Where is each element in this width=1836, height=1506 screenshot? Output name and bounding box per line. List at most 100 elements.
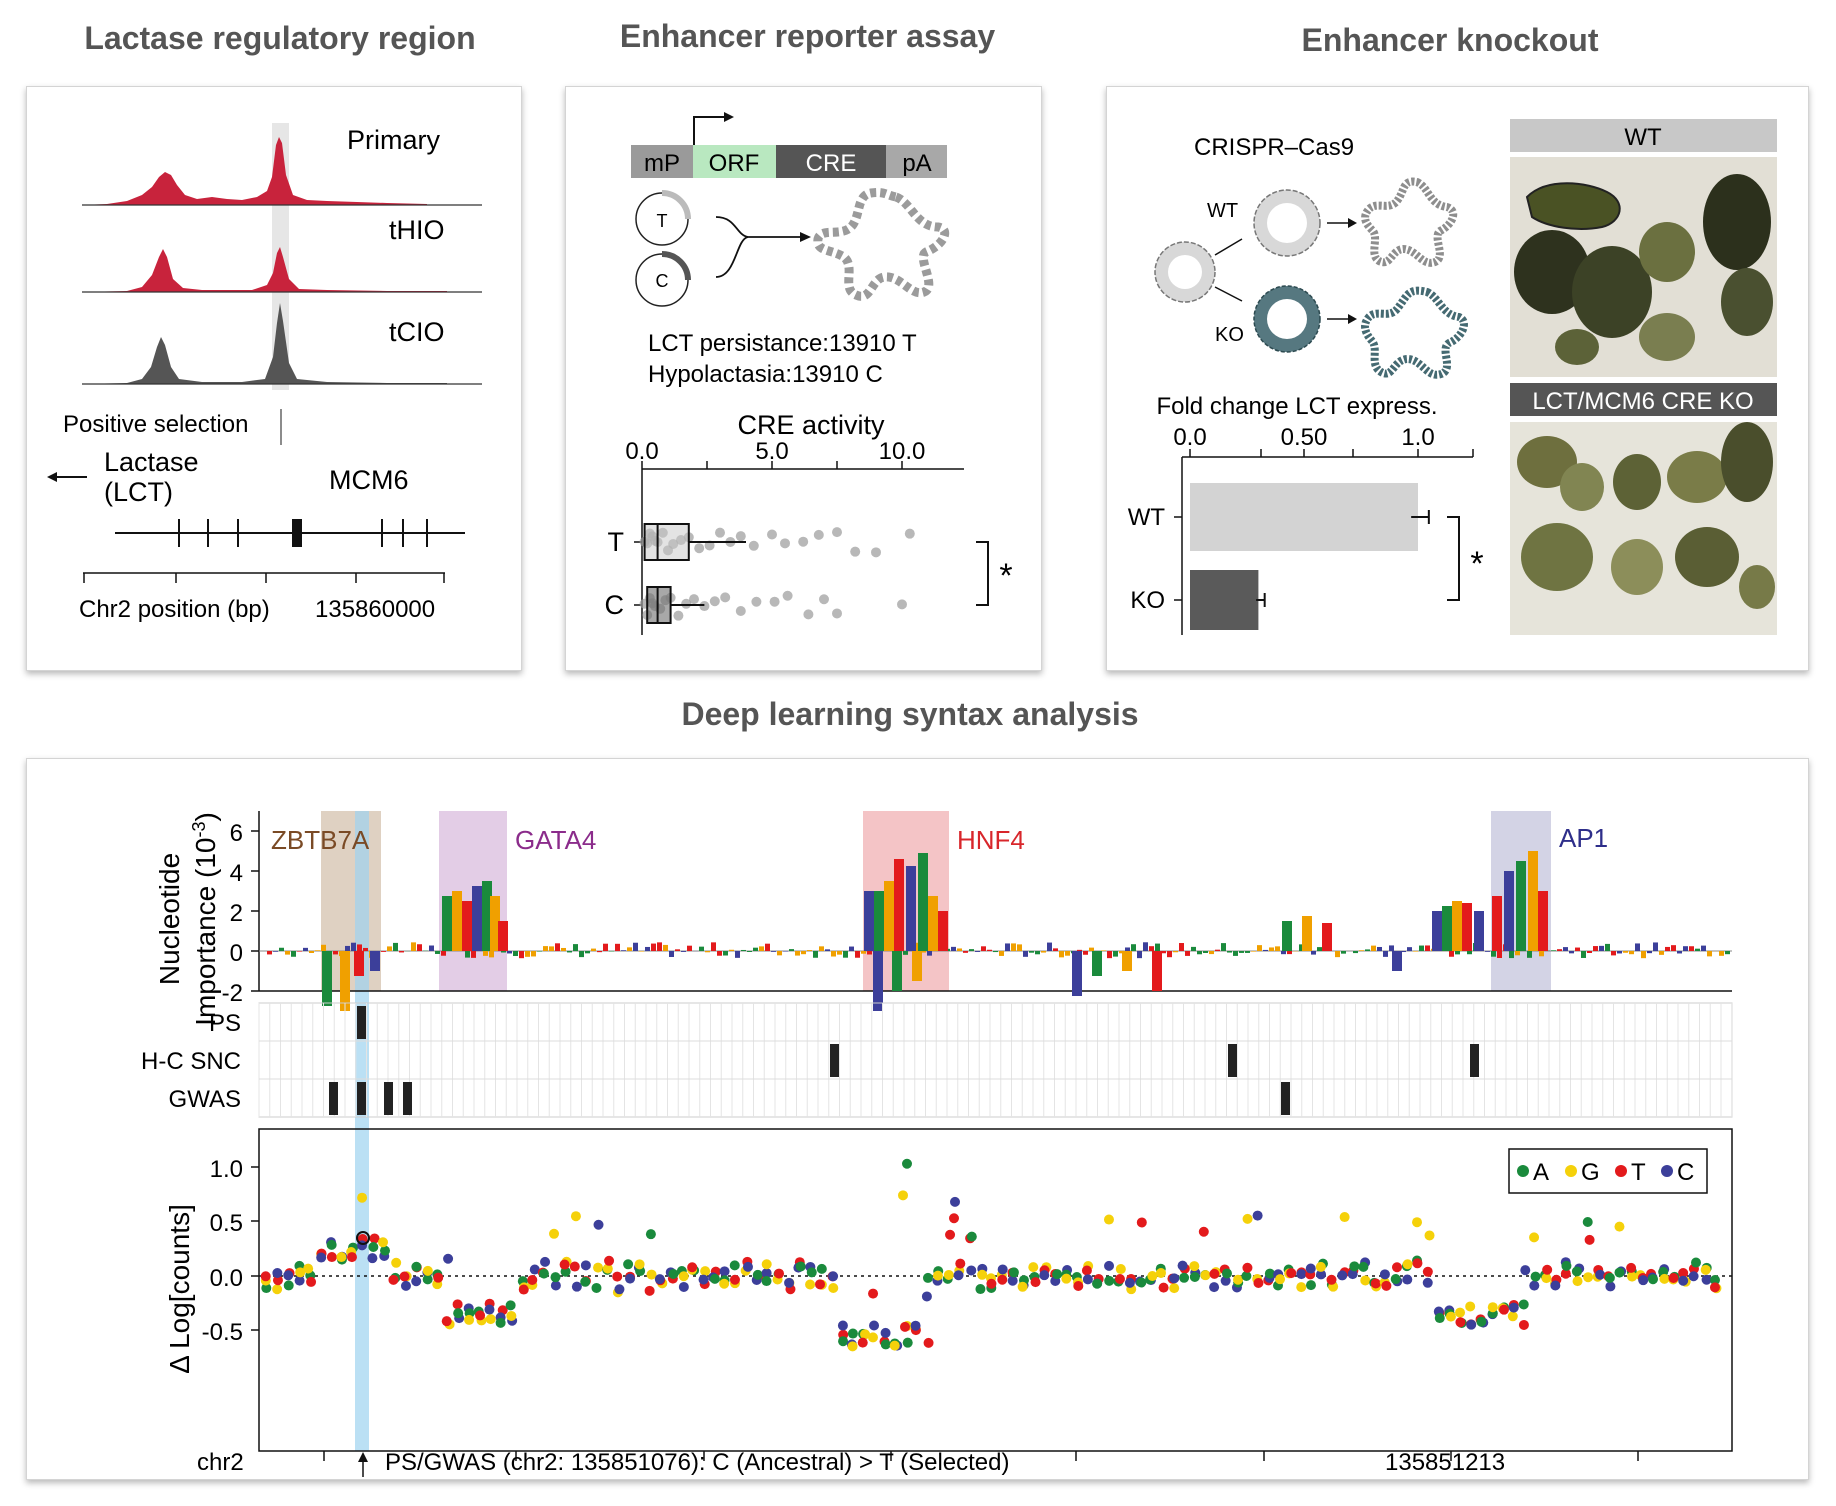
delta-point: [1572, 1276, 1583, 1287]
logo-base: [681, 951, 686, 952]
gwas-mark: [403, 1082, 412, 1115]
motif-label-zbtb7a: ZBTB7A: [271, 825, 370, 855]
cre-point: [709, 596, 720, 607]
position-axis-ticks: [83, 573, 445, 583]
motif-label-ap1: AP1: [1559, 823, 1608, 853]
logo-letter: [442, 896, 452, 951]
delta-point: [1402, 1259, 1413, 1270]
logo-base: [1023, 951, 1028, 957]
cre-point: [871, 547, 881, 558]
logo-base: [1569, 951, 1574, 954]
logo-letter: [918, 853, 928, 951]
delta-point: [932, 1270, 943, 1281]
fold-tick-050: 0.50: [1281, 424, 1328, 451]
logo-base: [1509, 951, 1514, 959]
cre-plot: [639, 523, 915, 624]
fold-tick-0: 0.0: [1173, 424, 1206, 451]
delta-point: [283, 1270, 294, 1281]
delta-point: [1339, 1212, 1350, 1223]
delta-point: [1614, 1267, 1625, 1278]
cre-point: [715, 527, 725, 538]
logo-base: [825, 949, 830, 951]
logo-base: [855, 951, 860, 958]
logo-base: [1683, 946, 1688, 951]
logo-base: [1725, 951, 1730, 955]
logo-base: [1041, 951, 1046, 953]
logo-base: [621, 950, 626, 951]
legend-g-dot: [1565, 1165, 1577, 1177]
variant-highlight: [355, 811, 369, 1451]
logo-base: [1287, 951, 1292, 955]
delta-point: [1561, 1260, 1572, 1271]
gwas-mark: [357, 1082, 366, 1115]
logo-letter: [873, 951, 883, 1011]
delta-point: [1104, 1275, 1115, 1286]
logo-base: [1377, 946, 1382, 951]
positive-selection-label: Positive selection: [63, 411, 248, 438]
logo-base: [441, 951, 446, 956]
delta-point: [1169, 1273, 1180, 1284]
logo-base: [1515, 951, 1520, 956]
image-ko-label: LCT/MCM6 CRE KO: [1532, 388, 1753, 415]
delta-point: [623, 1259, 634, 1270]
logo-base: [789, 949, 794, 951]
delta-point: [1092, 1278, 1103, 1289]
delta-point: [518, 1284, 529, 1295]
delta-point: [784, 1277, 795, 1288]
delta-tick-neg05: -0.5: [202, 1319, 243, 1346]
cre-point: [782, 590, 793, 601]
delta-point: [922, 1272, 933, 1283]
delta-point: [1402, 1274, 1413, 1285]
logo-base: [1257, 945, 1262, 951]
delta-point: [306, 1276, 317, 1287]
delta-point: [422, 1265, 433, 1276]
delta-point: [1179, 1272, 1190, 1283]
delta-point: [495, 1317, 506, 1328]
delta-point: [1560, 1268, 1571, 1279]
delta-point: [1337, 1270, 1348, 1281]
delta-point: [1136, 1277, 1147, 1288]
plasmid-c-label: C: [656, 271, 669, 291]
cyst-ko-label: KO: [1215, 324, 1244, 346]
logo-base: [483, 951, 488, 956]
delta-point: [899, 1321, 910, 1332]
logo-base: [351, 942, 356, 951]
logo-letter: [1392, 951, 1402, 971]
logo-base: [669, 951, 674, 957]
delta-point: [1052, 1269, 1063, 1280]
delta-point: [1242, 1262, 1253, 1273]
logo-base: [1155, 943, 1160, 951]
delta-point: [1605, 1281, 1616, 1292]
logo-base: [1575, 947, 1580, 951]
logo-base: [1491, 951, 1496, 957]
construct-cre-label: CRE: [806, 150, 857, 177]
delta-point: [1209, 1282, 1220, 1293]
primary-track: [82, 137, 427, 205]
logo-base: [921, 951, 926, 953]
importance-tick-6: 6: [230, 820, 243, 847]
delta-point: [336, 1252, 347, 1263]
delta-point: [1422, 1266, 1433, 1277]
logo-base: [723, 951, 728, 956]
logo-base: [1221, 943, 1226, 951]
delta-point: [1614, 1221, 1625, 1232]
delta-point: [634, 1259, 645, 1270]
delta-point: [1530, 1271, 1541, 1282]
delta-point: [1379, 1269, 1390, 1280]
logo-base: [1125, 947, 1130, 951]
logo-base: [1173, 951, 1178, 953]
delta-point: [580, 1276, 591, 1287]
lactase-region-figure: Primary tHIO tCIO Positive selection Lac…: [47, 123, 482, 623]
delta-point: [950, 1196, 960, 1207]
logo-base: [357, 944, 362, 951]
logo-letter: [1516, 861, 1526, 951]
delta-point: [1177, 1260, 1188, 1271]
knockout-figure: CRISPR–Cas9 WT KO Fold change LCT expres…: [1128, 119, 1777, 635]
delta-point: [1520, 1265, 1531, 1276]
cre-tick-5: 5.0: [755, 438, 788, 465]
delta-point: [1209, 1268, 1220, 1279]
delta-point: [1390, 1274, 1401, 1285]
image-ko-header: [1510, 383, 1777, 416]
delta-point: [1582, 1216, 1593, 1227]
delta-point: [527, 1274, 538, 1285]
